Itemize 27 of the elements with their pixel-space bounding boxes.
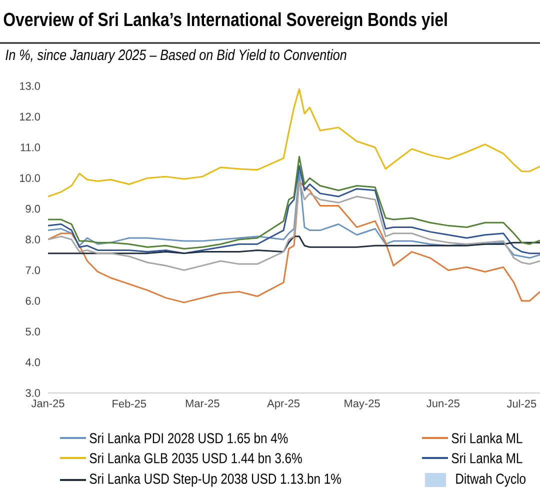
y-tick-label: 3.0 [26,389,40,397]
x-tick-label: Jul-25 [506,400,536,408]
x-tick-label: Feb-25 [112,400,146,408]
chart-title: Overview of Sri Lanka’s International Sovereign Bonds yiel [4,12,447,30]
line-series [48,88,540,198]
y-tick-label: 7.0 [26,266,40,274]
y-tick-label: 9.0 [26,204,40,213]
y-tick-label: 10.0 [20,174,40,182]
legend-label: Sri Lanka ML [452,452,522,464]
x-tick-label: Apr-25 [267,400,300,410]
x-tick-label: Jun-25 [426,400,460,408]
x-tick-label: Mar-25 [186,400,220,408]
x-tick-label: May-25 [344,400,380,410]
chart-subtitle: In %, since January 2025 – Based on Bid Yield to Convention [6,49,346,64]
text: Ditwah Cyclo [456,473,526,487]
x-tick-label: Jan-25 [31,400,64,408]
y-tick-label: 4.0 [25,358,40,366]
y-tick-label: 5.0 [26,328,40,336]
y-tick-label: 6.0 [26,297,40,305]
y-tick-label: 8.0 [26,236,40,244]
legend-label: Sri Lanka USD Step-Up 2038 USD 1.13.bn 1% [90,473,341,487]
y-tick-label: 12.0 [20,112,40,121]
y-tick-label: 11.0 [20,144,40,152]
legend-label: Sri Lanka ML [452,432,522,444]
legend-label: Sri Lanka PDI 2028 USD 1.65 bn 4% [90,432,288,444]
legend-label: Sri Lanka GLB 2035 USD 1.44 bn 3.6% [90,452,302,464]
y-tick-label: 13.0 [20,82,40,90]
